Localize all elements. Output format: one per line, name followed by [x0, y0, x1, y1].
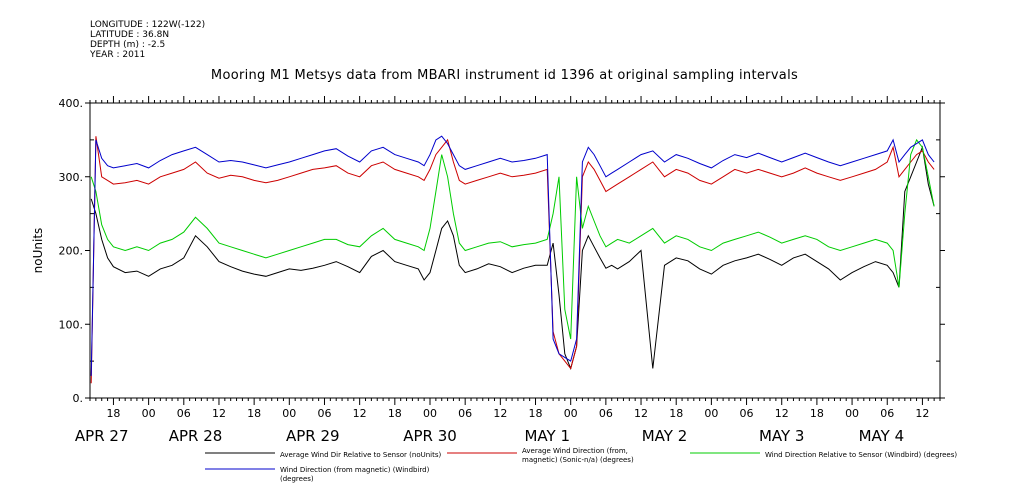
series-line-1	[90, 136, 935, 384]
x-date-label: APR 27	[75, 427, 129, 445]
plot-frame	[89, 102, 941, 399]
series-line-2	[90, 138, 935, 340]
metadata-block: LONGITUDE : 122W(-122) LATITUDE : 36.8N …	[90, 20, 205, 60]
x-date-label: MAY 2	[642, 427, 688, 445]
x-hour-label: 12	[915, 407, 929, 420]
series-line-0	[90, 145, 935, 371]
year-text: YEAR : 2011	[90, 50, 146, 60]
legend-label-1: Average Wind Direction (from, magnetic) …	[522, 447, 634, 464]
y-tick-label: 0.	[73, 392, 84, 405]
x-date-label: APR 29	[286, 427, 340, 445]
x-hour-label: 06	[740, 407, 754, 420]
x-hour-label: 18	[247, 407, 261, 420]
x-hour-label: 18	[529, 407, 543, 420]
x-hour-label: 18	[388, 407, 402, 420]
x-hour-label: 12	[212, 407, 226, 420]
y-tick-label: 400.	[59, 97, 84, 110]
x-date-label: MAY 4	[859, 427, 905, 445]
x-hour-label: 06	[317, 407, 331, 420]
latitude-text: LATITUDE : 36.8N	[90, 30, 170, 40]
x-hour-label: 12	[493, 407, 507, 420]
legend-label-0: Average Wind Dir Relative to Sensor (noU…	[280, 451, 442, 459]
y-tick-label: 300.	[59, 171, 84, 184]
x-date-label: MAY 1	[524, 427, 570, 445]
x-date-label: APR 28	[169, 427, 223, 445]
chart-title: Mooring M1 Metsys data from MBARI instru…	[210, 68, 799, 83]
x-hour-label: 00	[282, 407, 296, 420]
series-line-3	[90, 135, 935, 376]
x-hour-label: 18	[106, 407, 120, 420]
x-hour-label: 00	[564, 407, 578, 420]
y-axis-label: noUnits	[31, 228, 45, 274]
longitude-text: LONGITUDE : 122W(-122)	[90, 20, 206, 30]
x-date-label: MAY 3	[759, 427, 805, 445]
x-hour-label: 12	[634, 407, 648, 420]
x-hour-label: 00	[704, 407, 718, 420]
x-hour-label: 06	[177, 407, 191, 420]
x-hour-label: 18	[669, 407, 683, 420]
legend-label-3: Wind Direction (from magnetic) (Windbird…	[280, 466, 430, 483]
x-hour-label: 00	[142, 407, 156, 420]
x-date-label: APR 30	[403, 427, 457, 445]
x-hour-label: 06	[458, 407, 472, 420]
x-hour-label: 12	[775, 407, 789, 420]
x-hour-label: 00	[423, 407, 437, 420]
legend-label-2: Wind Direction Relative to Sensor (Windb…	[765, 451, 958, 459]
x-hour-label: 06	[880, 407, 894, 420]
x-hour-label: 18	[810, 407, 824, 420]
x-hour-label: 12	[353, 407, 367, 420]
x-hour-label: 06	[599, 407, 613, 420]
x-hour-label: 00	[845, 407, 859, 420]
depth-text: DEPTH (m) : -2.5	[90, 40, 166, 50]
y-tick-label: 100.	[59, 318, 84, 331]
y-tick-label: 200.	[59, 245, 84, 258]
